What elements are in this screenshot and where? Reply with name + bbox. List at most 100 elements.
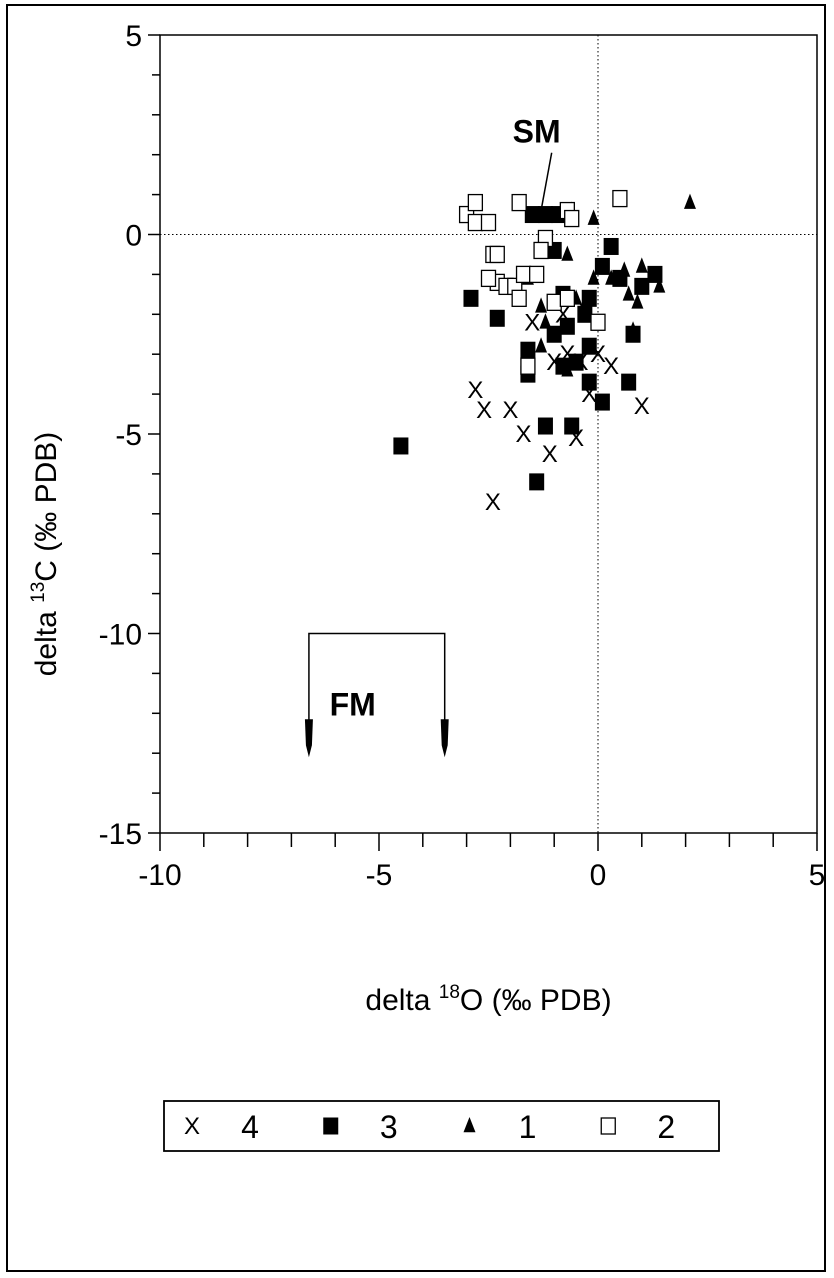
data-point: [520, 341, 536, 359]
legend-marker: [600, 1117, 616, 1135]
data-point: [561, 361, 574, 377]
legend-label: 2: [657, 1109, 675, 1145]
y-tick-label: -5: [115, 419, 142, 452]
legend-marker: [323, 1117, 339, 1135]
bracket-arrow-icon: [304, 719, 313, 758]
data-point: X: [634, 393, 650, 420]
data-point: X: [467, 377, 483, 404]
data-point: [581, 373, 597, 391]
legend-marker: [463, 1117, 476, 1133]
x-tick-label: 0: [590, 859, 607, 892]
series-2: [458, 189, 628, 375]
data-point: [635, 257, 648, 273]
x-tick-label: -5: [366, 859, 393, 892]
data-point: [467, 213, 484, 232]
data-point: [524, 206, 540, 224]
data-point: [515, 265, 532, 284]
legend-label: 4: [241, 1109, 259, 1145]
data-point: X: [603, 353, 619, 380]
axis-titles: delta 18O (‰ PDB) delta 13C (‰ PDB): [28, 432, 612, 1017]
data-point: [634, 277, 650, 295]
data-point: [594, 257, 610, 275]
data-point: [653, 277, 666, 293]
x-tick-label: -10: [138, 859, 181, 892]
legend-item-3: 3: [323, 1109, 398, 1145]
data-point: [618, 261, 631, 277]
data-point: [587, 209, 600, 225]
data-point: [590, 313, 606, 331]
data-point: X: [476, 397, 492, 424]
data-points: XXXXXXXXXXXXXXXXXX: [393, 189, 696, 516]
plot-area: [159, 34, 818, 834]
data-point: [537, 417, 553, 435]
data-point: [561, 245, 574, 261]
data-point: [529, 473, 545, 491]
figure-frame: [6, 4, 826, 1272]
legend-item-1: 1: [463, 1109, 537, 1145]
data-point: [683, 193, 696, 209]
data-point: [581, 337, 597, 355]
data-point: [631, 293, 644, 309]
y-tick-label: -15: [99, 818, 142, 851]
x-tick-label: 5: [809, 859, 826, 892]
legend-box: [163, 1100, 720, 1152]
data-point: [480, 213, 497, 232]
data-point: [581, 289, 597, 307]
annotation-sm: SM: [513, 114, 561, 150]
bracket-arrow-icon: [440, 719, 449, 758]
data-point: [605, 269, 618, 285]
legend-label: 3: [380, 1109, 398, 1145]
data-point: [529, 265, 545, 284]
data-point: [467, 193, 484, 212]
data-point: [535, 297, 548, 313]
data-point: [489, 309, 505, 327]
annotation-fm: FM: [330, 686, 376, 722]
data-point: [627, 321, 640, 337]
data-point: [603, 237, 619, 255]
data-point: [393, 437, 409, 455]
y-axis-title: delta 13C (‰ PDB): [28, 432, 63, 677]
annotation-leader: [540, 152, 553, 211]
data-point: [647, 265, 663, 283]
data-point: [564, 417, 580, 435]
annotation-bracket: [308, 632, 446, 724]
data-point: [622, 285, 635, 301]
series-3: [393, 206, 663, 491]
legend-label: 1: [519, 1109, 537, 1145]
data-point: [587, 269, 600, 285]
data-point: [594, 393, 610, 411]
data-point: [621, 373, 637, 391]
y-tick-label: 0: [125, 220, 142, 253]
legend-marker: X: [184, 1113, 200, 1140]
data-point: [463, 289, 479, 307]
data-point: [559, 289, 575, 307]
data-point: X: [524, 309, 540, 336]
data-point: [546, 293, 562, 311]
data-point: X: [542, 441, 558, 468]
annotations: SM FM: [304, 114, 561, 758]
data-point: [564, 209, 580, 228]
axis-ticks: -10 -5 0 5 -15 -10 -5 0 5: [99, 20, 826, 892]
data-point: [577, 305, 593, 323]
y-tick-label: 5: [125, 20, 142, 53]
legend-item-2: 2: [600, 1109, 675, 1145]
data-point: [511, 193, 527, 212]
y-tick-label: -10: [99, 619, 142, 652]
data-point: [535, 337, 548, 353]
data-point: [568, 353, 584, 371]
data-point: [489, 245, 505, 264]
data-point: X: [516, 421, 532, 448]
data-point: [533, 241, 549, 260]
data-point: [520, 357, 536, 375]
data-point: [612, 189, 628, 208]
data-point: X: [502, 397, 518, 424]
data-point: [480, 269, 497, 288]
data-point: [546, 325, 562, 343]
data-point: [537, 206, 553, 224]
data-point: X: [485, 489, 501, 516]
x-axis-title: delta 18O (‰ PDB): [365, 982, 611, 1017]
data-point: [559, 317, 575, 335]
